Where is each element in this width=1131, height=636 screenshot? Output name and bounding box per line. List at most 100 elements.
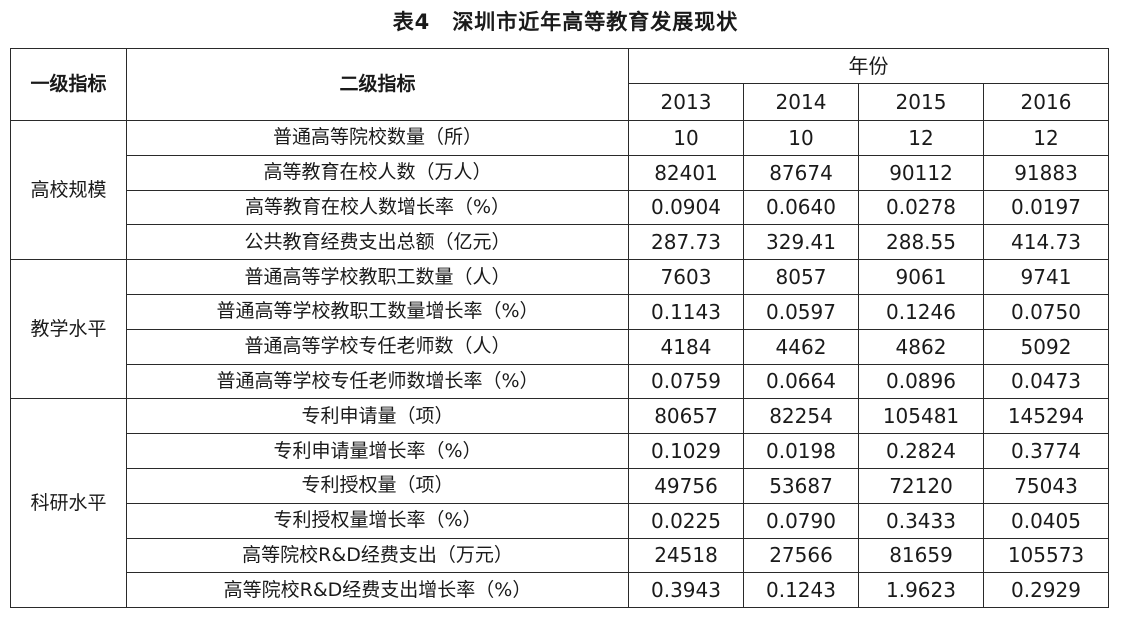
value-cell: 0.1143 [628, 293, 744, 330]
value-cell: 0.0197 [983, 189, 1109, 226]
value-cell: 4184 [628, 328, 744, 365]
value-cell: 12 [858, 120, 984, 156]
value-cell: 90112 [858, 154, 984, 191]
value-cell: 81659 [858, 537, 984, 574]
indicator-cell: 高等教育在校人数（万人） [126, 154, 629, 191]
value-cell: 0.1029 [628, 433, 744, 469]
value-cell: 24518 [628, 537, 744, 574]
header-year: 2014 [743, 83, 859, 121]
table-row: 公共教育经费支出总额（亿元） 287.73 329.41 288.55 414.73 [11, 224, 1109, 261]
indicator-cell: 专利授权量（项） [126, 467, 629, 504]
value-cell: 288.55 [858, 224, 984, 261]
value-cell: 105481 [858, 398, 984, 435]
value-cell: 9741 [983, 259, 1109, 295]
indicator-cell: 高等教育在校人数增长率（%） [126, 189, 629, 226]
value-cell: 0.0759 [628, 363, 744, 400]
value-cell: 0.3774 [983, 433, 1109, 469]
header-year-group: 年份 [628, 48, 1109, 84]
indicator-cell: 高等院校R&D经费支出增长率（%） [126, 572, 629, 609]
value-cell: 0.0904 [628, 189, 744, 226]
category-cell: 教学水平 [10, 259, 127, 400]
table-row: 高校规模 普通高等院校数量（所） 10 10 12 12 [10, 119, 1109, 261]
education-table: 一级指标 二级指标 年份 2013 2014 2015 2016 高校规模 普通高… [10, 48, 1109, 609]
header-level2: 二级指标 [126, 48, 629, 121]
value-cell: 10 [628, 120, 744, 156]
indicator-cell: 专利授权量增长率（%） [126, 502, 629, 539]
table-title: 表4 深圳市近年高等教育发展现状 [0, 6, 1131, 36]
indicator-cell: 专利申请量（项） [126, 398, 629, 435]
table-row: 普通高等学校专任老师数增长率（%） 0.0759 0.0664 0.0896 0.047… [11, 363, 1109, 400]
value-cell: 9061 [858, 259, 984, 295]
table-body: 高校规模 普通高等院校数量（所） 10 10 12 12 高等教育在校人数（万人） 82401… [10, 119, 1109, 609]
table-row: 高等教育在校人数增长率（%） 0.0904 0.0640 0.0278 0.0197 [11, 189, 1109, 226]
value-cell: 8057 [743, 259, 859, 295]
indicator-cell: 普通高等院校数量（所） [126, 120, 629, 156]
value-cell: 0.2929 [983, 572, 1109, 609]
header-level1: 一级指标 [10, 48, 127, 121]
table-row: 专利授权量（项） 49756 53687 72120 75043 [11, 467, 1109, 504]
value-cell: 7603 [628, 259, 744, 295]
value-cell: 10 [743, 120, 859, 156]
value-cell: 0.0664 [743, 363, 859, 400]
value-cell: 145294 [983, 398, 1109, 435]
header-year: 2013 [628, 83, 744, 121]
value-cell: 87674 [743, 154, 859, 191]
indicator-cell: 普通高等学校教职工数量增长率（%） [126, 293, 629, 330]
value-cell: 1.9623 [858, 572, 984, 609]
value-cell: 12 [983, 120, 1109, 156]
value-cell: 0.1243 [743, 572, 859, 609]
table-row: 科研水平 专利申请量（项） 80657 82254 105481 145294 [10, 398, 1109, 609]
table-row: 高等院校R&D经费支出增长率（%） 0.3943 0.1243 1.9623 0.292… [11, 572, 1109, 609]
header-year: 2016 [983, 83, 1109, 121]
value-cell: 72120 [858, 467, 984, 504]
value-cell: 75043 [983, 467, 1109, 504]
header-year: 2015 [858, 83, 984, 121]
value-cell: 0.0790 [743, 502, 859, 539]
table-title-text: 深圳市近年高等教育发展现状 [452, 10, 739, 34]
value-cell: 105573 [983, 537, 1109, 574]
value-cell: 91883 [983, 154, 1109, 191]
value-cell: 0.0198 [743, 433, 859, 469]
table-row: 高等教育在校人数（万人） 82401 87674 90112 91883 [11, 154, 1109, 191]
table-row: 教学水平 普通高等学校教职工数量（人） 7603 8057 9061 9741 [10, 259, 1109, 400]
table-row: 普通高等学校专任老师数（人） 4184 4462 4862 5092 [11, 328, 1109, 365]
value-cell: 27566 [743, 537, 859, 574]
value-cell: 0.3433 [858, 502, 984, 539]
value-cell: 0.1246 [858, 293, 984, 330]
table-row: 高等院校R&D经费支出（万元） 24518 27566 81659 105573 [11, 537, 1109, 574]
value-cell: 329.41 [743, 224, 859, 261]
value-cell: 4462 [743, 328, 859, 365]
value-cell: 82254 [743, 398, 859, 435]
value-cell: 0.0597 [743, 293, 859, 330]
indicator-cell: 普通高等学校专任老师数（人） [126, 328, 629, 365]
value-cell: 0.0750 [983, 293, 1109, 330]
indicator-cell: 高等院校R&D经费支出（万元） [126, 537, 629, 574]
value-cell: 0.0473 [983, 363, 1109, 400]
value-cell: 0.0225 [628, 502, 744, 539]
table-header: 一级指标 二级指标 年份 2013 2014 2015 2016 [10, 48, 1109, 121]
value-cell: 414.73 [983, 224, 1109, 261]
value-cell: 0.0405 [983, 502, 1109, 539]
indicator-cell: 普通高等学校教职工数量（人） [126, 259, 629, 295]
value-cell: 287.73 [628, 224, 744, 261]
value-cell: 0.3943 [628, 572, 744, 609]
category-cell: 高校规模 [10, 119, 127, 261]
value-cell: 82401 [628, 154, 744, 191]
indicator-cell: 公共教育经费支出总额（亿元） [126, 224, 629, 261]
value-cell: 0.0640 [743, 189, 859, 226]
category-cell: 科研水平 [10, 398, 127, 609]
indicator-cell: 普通高等学校专任老师数增长率（%） [126, 363, 629, 400]
value-cell: 5092 [983, 328, 1109, 365]
value-cell: 49756 [628, 467, 744, 504]
value-cell: 80657 [628, 398, 744, 435]
value-cell: 0.0896 [858, 363, 984, 400]
indicator-cell: 专利申请量增长率（%） [126, 433, 629, 469]
value-cell: 4862 [858, 328, 984, 365]
value-cell: 53687 [743, 467, 859, 504]
table-number: 表4 [392, 10, 431, 34]
table-row: 专利授权量增长率（%） 0.0225 0.0790 0.3433 0.0405 [11, 502, 1109, 539]
table-row: 普通高等学校教职工数量增长率（%） 0.1143 0.0597 0.1246 0.075… [11, 293, 1109, 330]
value-cell: 0.2824 [858, 433, 984, 469]
value-cell: 0.0278 [858, 189, 984, 226]
table-row: 专利申请量增长率（%） 0.1029 0.0198 0.2824 0.3774 [11, 433, 1109, 469]
